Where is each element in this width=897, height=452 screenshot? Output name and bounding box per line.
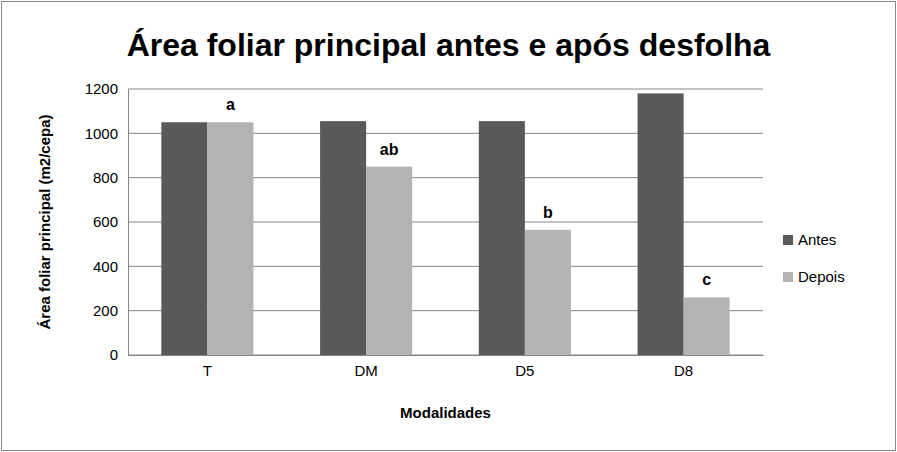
y-tick: 600 <box>93 213 128 230</box>
bars <box>161 93 729 355</box>
y-tick: 1000 <box>85 125 128 142</box>
x-tick-label: T <box>203 362 212 379</box>
bar <box>320 121 366 355</box>
legend-swatch <box>783 235 793 245</box>
x-axis-title: Modalidades <box>400 404 491 421</box>
y-axis-title: Área foliar principal (m2/cepa) <box>36 114 53 329</box>
y-tick: 1200 <box>85 80 128 97</box>
annotation: c <box>702 271 711 288</box>
y-tick: 200 <box>93 302 128 319</box>
y-tick-label: 600 <box>93 213 118 230</box>
bar <box>638 93 684 355</box>
x-tick-label: DM <box>354 362 377 379</box>
y-tick-label: 1000 <box>85 125 118 142</box>
y-tick: 800 <box>93 169 128 186</box>
x-tick: DM <box>354 355 377 379</box>
annotation: ab <box>380 141 399 158</box>
y-axis: 0 200 400 600 800 1000 1200 <box>85 80 129 363</box>
bar <box>366 167 412 355</box>
y-tick-label: 1200 <box>85 80 118 97</box>
bar <box>207 122 253 355</box>
legend: Antes Depois <box>783 231 845 285</box>
plot: 0 200 400 600 800 1000 1200 T DM D5 D8 a ab b c <box>85 80 764 378</box>
grid-line <box>128 89 763 90</box>
x-tick: D5 <box>515 355 534 379</box>
y-tick: 0 <box>110 346 128 363</box>
y-tick-label: 200 <box>93 302 118 319</box>
annotations: a ab b c <box>226 96 711 288</box>
legend-label: Antes <box>798 231 836 248</box>
title: Área foliar principal antes e após desfo… <box>127 27 771 63</box>
annotation: b <box>543 204 553 221</box>
bar <box>479 121 525 355</box>
x-tick-label: D5 <box>515 362 534 379</box>
x-axis: T DM D5 D8 <box>129 355 764 379</box>
x-tick: D8 <box>674 355 693 379</box>
y-tick-label: 800 <box>93 169 118 186</box>
x-tick-label: D8 <box>674 362 693 379</box>
annotation: a <box>226 96 235 113</box>
y-axis-line <box>128 90 129 356</box>
grid <box>128 89 763 355</box>
bar <box>161 122 207 355</box>
bar <box>684 297 730 355</box>
y-tick-label: 400 <box>93 258 118 275</box>
bar <box>525 230 571 355</box>
x-axis-line <box>129 355 764 356</box>
legend-swatch <box>783 272 793 282</box>
chart: 0 200 400 600 800 1000 1200 T DM D5 D8 a ab b c Área fo… <box>0 0 897 452</box>
chart-frame <box>2 2 896 451</box>
y-tick-label: 0 <box>110 346 118 363</box>
y-tick: 400 <box>93 258 128 275</box>
x-tick: T <box>203 355 212 379</box>
legend-label: Depois <box>798 268 845 285</box>
